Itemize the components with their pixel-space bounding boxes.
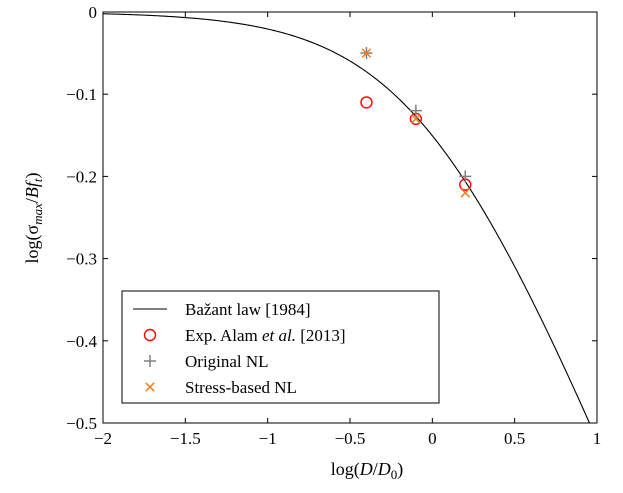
legend-stress-based-nl-point-symbol-b xyxy=(145,382,155,392)
y-tick-label: −0.1 xyxy=(66,85,97,104)
exp-alam-point xyxy=(360,96,373,109)
x-tick-label: 0.5 xyxy=(504,429,525,448)
bazant-law-curve-layer xyxy=(103,13,591,423)
original-nl-point xyxy=(409,104,422,117)
y-axis-label: log(σmax/Bft) xyxy=(22,172,45,263)
legend-box xyxy=(121,290,440,404)
y-tick-label: −0.3 xyxy=(66,250,97,269)
marker-layer xyxy=(360,47,472,198)
legend-entry-label: Stress-based NL xyxy=(185,378,297,397)
y-tick-label: 0 xyxy=(89,3,98,22)
legend-original-nl-point-symbol xyxy=(144,355,156,367)
legend-exp-alam-point-symbol xyxy=(143,328,157,342)
y-tick-label: −0.5 xyxy=(66,414,97,433)
stress-based-nl-point xyxy=(361,48,372,58)
stress-based-nl-point-b xyxy=(411,114,421,124)
x-tick-label: 0 xyxy=(428,429,437,448)
x-tick-label: −1.5 xyxy=(170,429,201,448)
y-tick-label: −0.2 xyxy=(66,167,97,186)
stress-based-nl-point-b xyxy=(460,188,470,198)
x-tick-label: 1 xyxy=(593,429,602,448)
stress-based-nl-point-b xyxy=(361,48,372,58)
y-tick-label: −0.4 xyxy=(66,332,97,351)
legend-entry-label: Original NL xyxy=(185,352,269,371)
x-tick-label: −0.5 xyxy=(335,429,366,448)
axes: −2 −1.5 −1 −0.5 0 0.5 1 0 −0.1 −0.2 −0.3 −0.4 −0.5 xyxy=(66,3,601,448)
stress-based-nl-point xyxy=(460,188,470,198)
legend-entry-label: Exp. Alam et al. [2013] xyxy=(185,326,346,345)
x-tick-label: −2 xyxy=(94,429,112,448)
legend-entry-label: Bažant law [1984] xyxy=(185,300,311,319)
x-tick-label: −1 xyxy=(259,429,277,448)
stress-based-nl-point xyxy=(411,114,421,124)
legend-stress-based-nl-point-symbol xyxy=(145,382,155,392)
bazant-law-line xyxy=(103,13,591,423)
x-axis-label: log(D/D0) xyxy=(331,459,404,482)
original-nl-point xyxy=(459,170,472,183)
legend: Bažant law [1984] Exp. Alam et al. [2013]… xyxy=(121,290,440,404)
